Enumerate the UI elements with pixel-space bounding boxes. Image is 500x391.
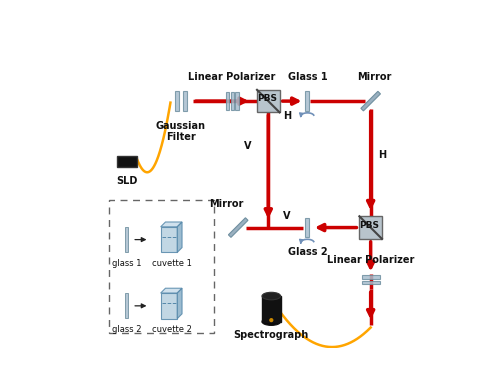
Bar (230, 92, 234, 110)
Bar (262, 296, 280, 322)
Text: glass 1: glass 1 (112, 259, 142, 268)
Text: Linear Polarizer: Linear Polarizer (188, 72, 276, 82)
Text: Spectrograph: Spectrograph (234, 330, 309, 340)
Text: glass 2: glass 2 (112, 325, 142, 334)
Polygon shape (228, 218, 248, 237)
Text: Mirror: Mirror (209, 199, 244, 210)
Text: PBS: PBS (359, 221, 379, 230)
Bar (306, 91, 310, 111)
Bar (360, 216, 382, 239)
Polygon shape (177, 222, 182, 253)
Text: H: H (378, 150, 386, 160)
Text: H: H (284, 111, 292, 120)
Bar (160, 293, 177, 319)
Text: SLD: SLD (116, 176, 138, 187)
Bar (362, 275, 380, 279)
Bar (236, 92, 238, 110)
Text: V: V (244, 141, 251, 151)
Text: V: V (282, 210, 290, 221)
Text: PBS: PBS (257, 94, 277, 103)
Bar (125, 227, 128, 252)
Polygon shape (177, 288, 182, 319)
Bar (160, 227, 177, 253)
Ellipse shape (262, 318, 280, 325)
Bar (117, 156, 136, 167)
Bar (125, 294, 128, 318)
Circle shape (269, 318, 274, 322)
Bar (306, 218, 310, 237)
Text: cuvette 1: cuvette 1 (152, 259, 192, 268)
Ellipse shape (262, 292, 280, 300)
Polygon shape (160, 222, 182, 227)
Polygon shape (361, 91, 380, 111)
Bar (176, 91, 180, 111)
Text: Gaussian
Filter: Gaussian Filter (156, 121, 206, 142)
Text: cuvette 2: cuvette 2 (152, 325, 192, 334)
Bar (362, 281, 380, 284)
Bar (182, 91, 186, 111)
Bar (257, 90, 280, 112)
Text: Mirror: Mirror (357, 72, 392, 83)
Polygon shape (160, 288, 182, 293)
Bar (226, 92, 229, 110)
Text: Glass 2: Glass 2 (288, 247, 327, 257)
Text: Linear Polarizer: Linear Polarizer (327, 255, 414, 265)
Text: Glass 1: Glass 1 (288, 72, 327, 82)
